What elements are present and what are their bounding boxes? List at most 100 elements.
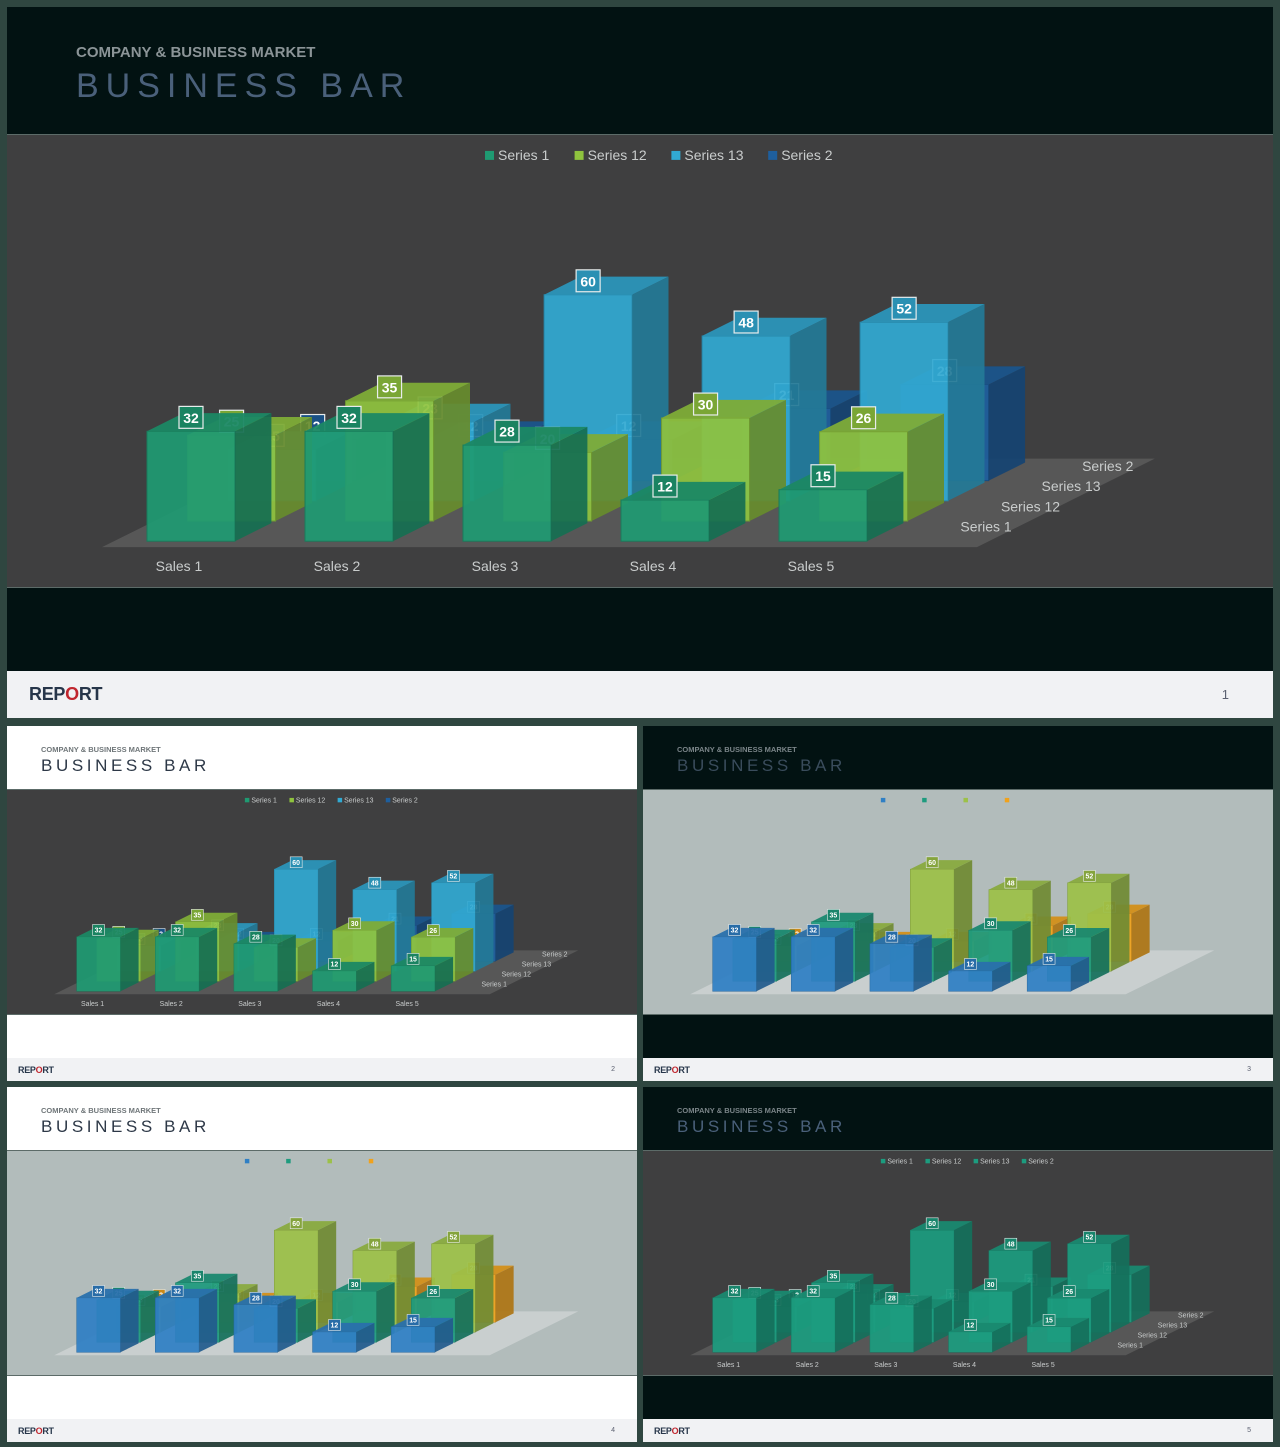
- data-label: 12: [657, 479, 673, 495]
- bar-series-1-0: 32: [712, 924, 775, 992]
- data-label: 15: [1045, 1318, 1053, 1325]
- bar-series-1-2: 28: [233, 931, 296, 992]
- data-label-box: [984, 1278, 997, 1291]
- data-label: 35: [382, 379, 398, 395]
- data-label-box: [827, 1270, 840, 1282]
- data-label-box: [806, 924, 820, 936]
- slide-kicker: COMPANY & BUSINESS MARKET: [677, 1106, 797, 1115]
- slide-header: COMPANY & BUSINESS MARKET BUSINESS BAR: [643, 726, 1273, 789]
- legend-label: Series 13: [684, 147, 743, 163]
- legend-swatch: [485, 150, 494, 160]
- category-label: Sales 3: [472, 558, 519, 574]
- data-label-box: [1004, 876, 1018, 889]
- bar-chart-svg: 1212122128152360485225352030263232281215: [54, 1158, 579, 1356]
- category-label: Sales 2: [796, 1362, 819, 1369]
- slide-footer: REP O RT 2: [7, 1058, 637, 1081]
- data-label-box: [964, 1319, 977, 1331]
- slide-number: 3: [1247, 1066, 1251, 1073]
- data-label: 28: [888, 934, 896, 941]
- data-label: 48: [1007, 880, 1015, 887]
- series-axis-label: Series 12: [1138, 1333, 1168, 1340]
- data-label-box: [575, 269, 601, 293]
- data-label-box: [692, 392, 719, 416]
- data-label: 12: [967, 1323, 975, 1330]
- data-label: 35: [194, 913, 202, 920]
- slide-footer: REP O RT 3: [643, 1058, 1273, 1081]
- data-label-box: [249, 931, 263, 943]
- data-label: 35: [830, 913, 838, 920]
- legend-swatch: [880, 1158, 886, 1164]
- slide-3-thumbnail[interactable]: COMPANY & BUSINESS MARKET BUSINESS BAR 1…: [643, 726, 1273, 1081]
- data-label: 26: [429, 928, 437, 935]
- data-label-box: [728, 924, 741, 936]
- footer-brand: REP O RT: [654, 1425, 690, 1436]
- slide-title: BUSINESS BAR: [41, 756, 210, 775]
- bar-chart: 1212122128152360485225352030263232281215: [643, 789, 1273, 1015]
- data-label-box: [170, 1285, 184, 1297]
- data-label-box: [925, 856, 939, 868]
- slide-4-thumbnail[interactable]: COMPANY & BUSINESS MARKET BUSINESS BAR 1…: [7, 1087, 637, 1442]
- data-label-box: [348, 1278, 361, 1291]
- bar-series-1-4: 15: [390, 1314, 454, 1353]
- category-label: Sales 5: [395, 1001, 418, 1008]
- slide-5-thumbnail[interactable]: COMPANY & BUSINESS MARKET BUSINESS BAR S…: [643, 1087, 1273, 1442]
- data-label: 60: [928, 860, 936, 867]
- bar-series-1-0: 32: [146, 405, 272, 542]
- bar-series-1-0: 32: [76, 1285, 139, 1353]
- data-label: 52: [450, 1235, 458, 1242]
- footer-brand: REP O RT: [18, 1425, 54, 1436]
- bar-series-1-1: 32: [155, 1285, 218, 1353]
- data-label-box: [92, 924, 105, 936]
- data-label: 30: [351, 921, 359, 928]
- data-label: 32: [731, 928, 739, 935]
- legend-swatch: [925, 1158, 930, 1164]
- category-label: Sales 4: [317, 1001, 340, 1008]
- legend-label: Series 2: [781, 147, 833, 163]
- bar-series-1-1: 32: [155, 924, 218, 992]
- legend-label: Series 13: [344, 797, 374, 804]
- bar-series-1-0: 32: [712, 1285, 775, 1353]
- data-label: 35: [194, 1274, 202, 1281]
- slide-2-thumbnail[interactable]: COMPANY & BUSINESS MARKET BUSINESS BAR S…: [7, 726, 637, 1081]
- data-label-box: [406, 953, 420, 965]
- slide-number: 1: [1221, 687, 1229, 702]
- data-label-box: [368, 876, 382, 889]
- legend-swatch: [973, 1158, 979, 1164]
- data-label: 52: [1086, 1235, 1094, 1242]
- slide-number: 2: [611, 1066, 615, 1073]
- legend-swatch: [385, 797, 391, 803]
- slide-number: 5: [1247, 1427, 1251, 1434]
- data-label: 60: [928, 1221, 936, 1228]
- legend-swatch: [286, 1158, 291, 1164]
- data-label: 28: [888, 1295, 896, 1302]
- slide-kicker: COMPANY & BUSINESS MARKET: [41, 745, 161, 754]
- chart-legend: [244, 1158, 374, 1164]
- data-label: 12: [331, 1323, 339, 1330]
- bar-series-1-3: 12: [312, 958, 375, 992]
- slide-1[interactable]: COMPANY & BUSINESS MARKET BUSINESS BAR S…: [7, 7, 1273, 718]
- data-label: 52: [450, 874, 458, 881]
- data-label: 12: [331, 962, 339, 969]
- data-label: 15: [409, 957, 417, 964]
- data-label-box: [1083, 870, 1096, 882]
- data-label: 26: [856, 410, 872, 426]
- data-label: 12: [967, 962, 975, 969]
- legend-label: Series 12: [296, 797, 326, 804]
- slide-title: BUSINESS BAR: [76, 67, 412, 105]
- legend-label: Series 1: [251, 797, 277, 804]
- data-label-box: [810, 464, 836, 488]
- data-label-box: [406, 1314, 420, 1326]
- data-label: 52: [1086, 874, 1094, 881]
- category-label: Sales 1: [81, 1001, 104, 1008]
- data-label-box: [336, 405, 362, 429]
- bar-series-1-3: 12: [312, 1319, 375, 1353]
- category-label: Sales 4: [630, 558, 677, 574]
- data-label: 30: [987, 1282, 995, 1289]
- data-label-box: [728, 1285, 741, 1297]
- bar-series-1-4: 15: [1026, 1314, 1090, 1353]
- series-axis-label: Series 13: [522, 962, 552, 969]
- series-axis-label: Series 12: [502, 972, 532, 979]
- bar-series-1-3: 12: [948, 1319, 1011, 1353]
